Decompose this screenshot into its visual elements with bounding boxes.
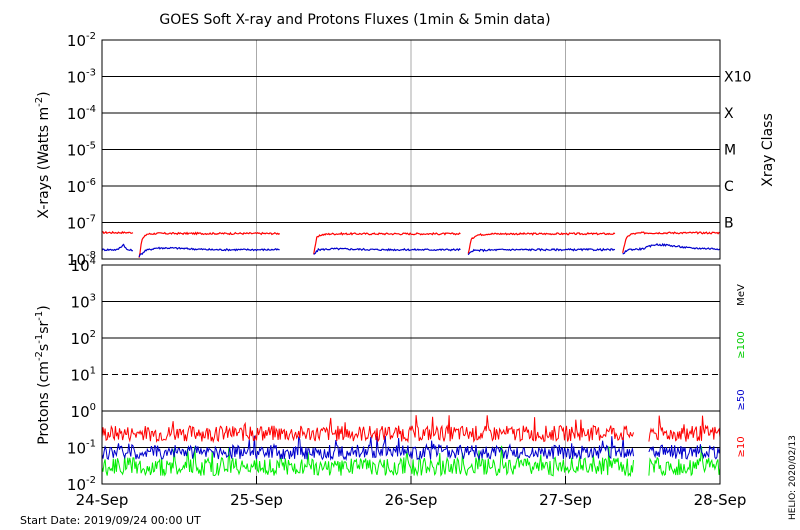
proton-tick-label: 102	[71, 329, 96, 348]
proton-energy-label: ≥10	[736, 436, 747, 457]
proton-tick-label: 104	[71, 256, 96, 275]
start-date-label: Start Date: 2019/09/24 00:00 UT	[20, 514, 201, 527]
xray-tick-label: 10-2	[67, 31, 96, 50]
proton-tick-label: 100	[71, 402, 96, 421]
proton-energy-label: MeV	[736, 284, 747, 306]
xray-class-axis-label: Xray Class	[760, 113, 776, 187]
xray-class-label: B	[724, 216, 734, 232]
proton-series-line	[101, 445, 634, 478]
x-axis: 24-Sep 25-Sep 26-Sep 27-Sep 28-Sep	[76, 476, 747, 509]
proton-y-axis-label: Protons (cm-2s-1sr-1)	[34, 305, 52, 444]
proton-tick-label: 103	[71, 293, 96, 312]
xray-tick-label: 10-3	[67, 68, 96, 87]
proton-series-line	[648, 444, 721, 460]
xray-series-line	[101, 230, 134, 235]
xray-series-line	[138, 246, 280, 258]
xray-series-line	[138, 231, 281, 258]
xray-class-label: M	[724, 143, 736, 159]
proton-series-line	[101, 435, 634, 462]
xray-tick-label: 10-7	[67, 214, 96, 233]
chart-title: GOES Soft X-ray and Protons Fluxes (1min…	[159, 12, 550, 28]
xray-class-label: C	[724, 179, 734, 195]
proton-tick-label: 10-1	[67, 439, 96, 458]
xray-class-label: X	[724, 106, 734, 122]
helio-credit: HELIO: 2020/02/13	[788, 435, 798, 520]
xray-series-line	[467, 231, 616, 254]
x-tick-label: 27-Sep	[539, 491, 592, 509]
xray-series-line	[313, 231, 461, 255]
xray-series-line	[313, 247, 461, 255]
xray-y-axis-label: X-rays (Watts m-2)	[34, 91, 52, 218]
xray-tick-label: 10-4	[67, 104, 96, 123]
xray-series-line	[622, 231, 721, 254]
x-tick-label: 26-Sep	[385, 491, 438, 509]
proton-series-line	[648, 446, 721, 477]
xray-series-line	[622, 242, 721, 255]
xray-series-line	[101, 243, 133, 252]
xray-frame	[101, 39, 721, 260]
xray-tick-label: 10-6	[67, 177, 96, 196]
x-tick-label: 28-Sep	[694, 491, 747, 509]
proton-tick-label: 101	[71, 366, 96, 385]
proton-energy-label: ≥50	[736, 389, 747, 410]
xray-series-line	[467, 247, 616, 256]
xray-tick-label: 10-5	[67, 141, 96, 160]
proton-series-line	[648, 415, 721, 442]
proton-energy-label: ≥100	[736, 331, 747, 358]
xray-class-label: X10	[724, 70, 751, 86]
proton-series-line	[101, 415, 634, 444]
x-tick-label: 24-Sep	[76, 491, 129, 509]
x-tick-label: 25-Sep	[230, 491, 283, 509]
